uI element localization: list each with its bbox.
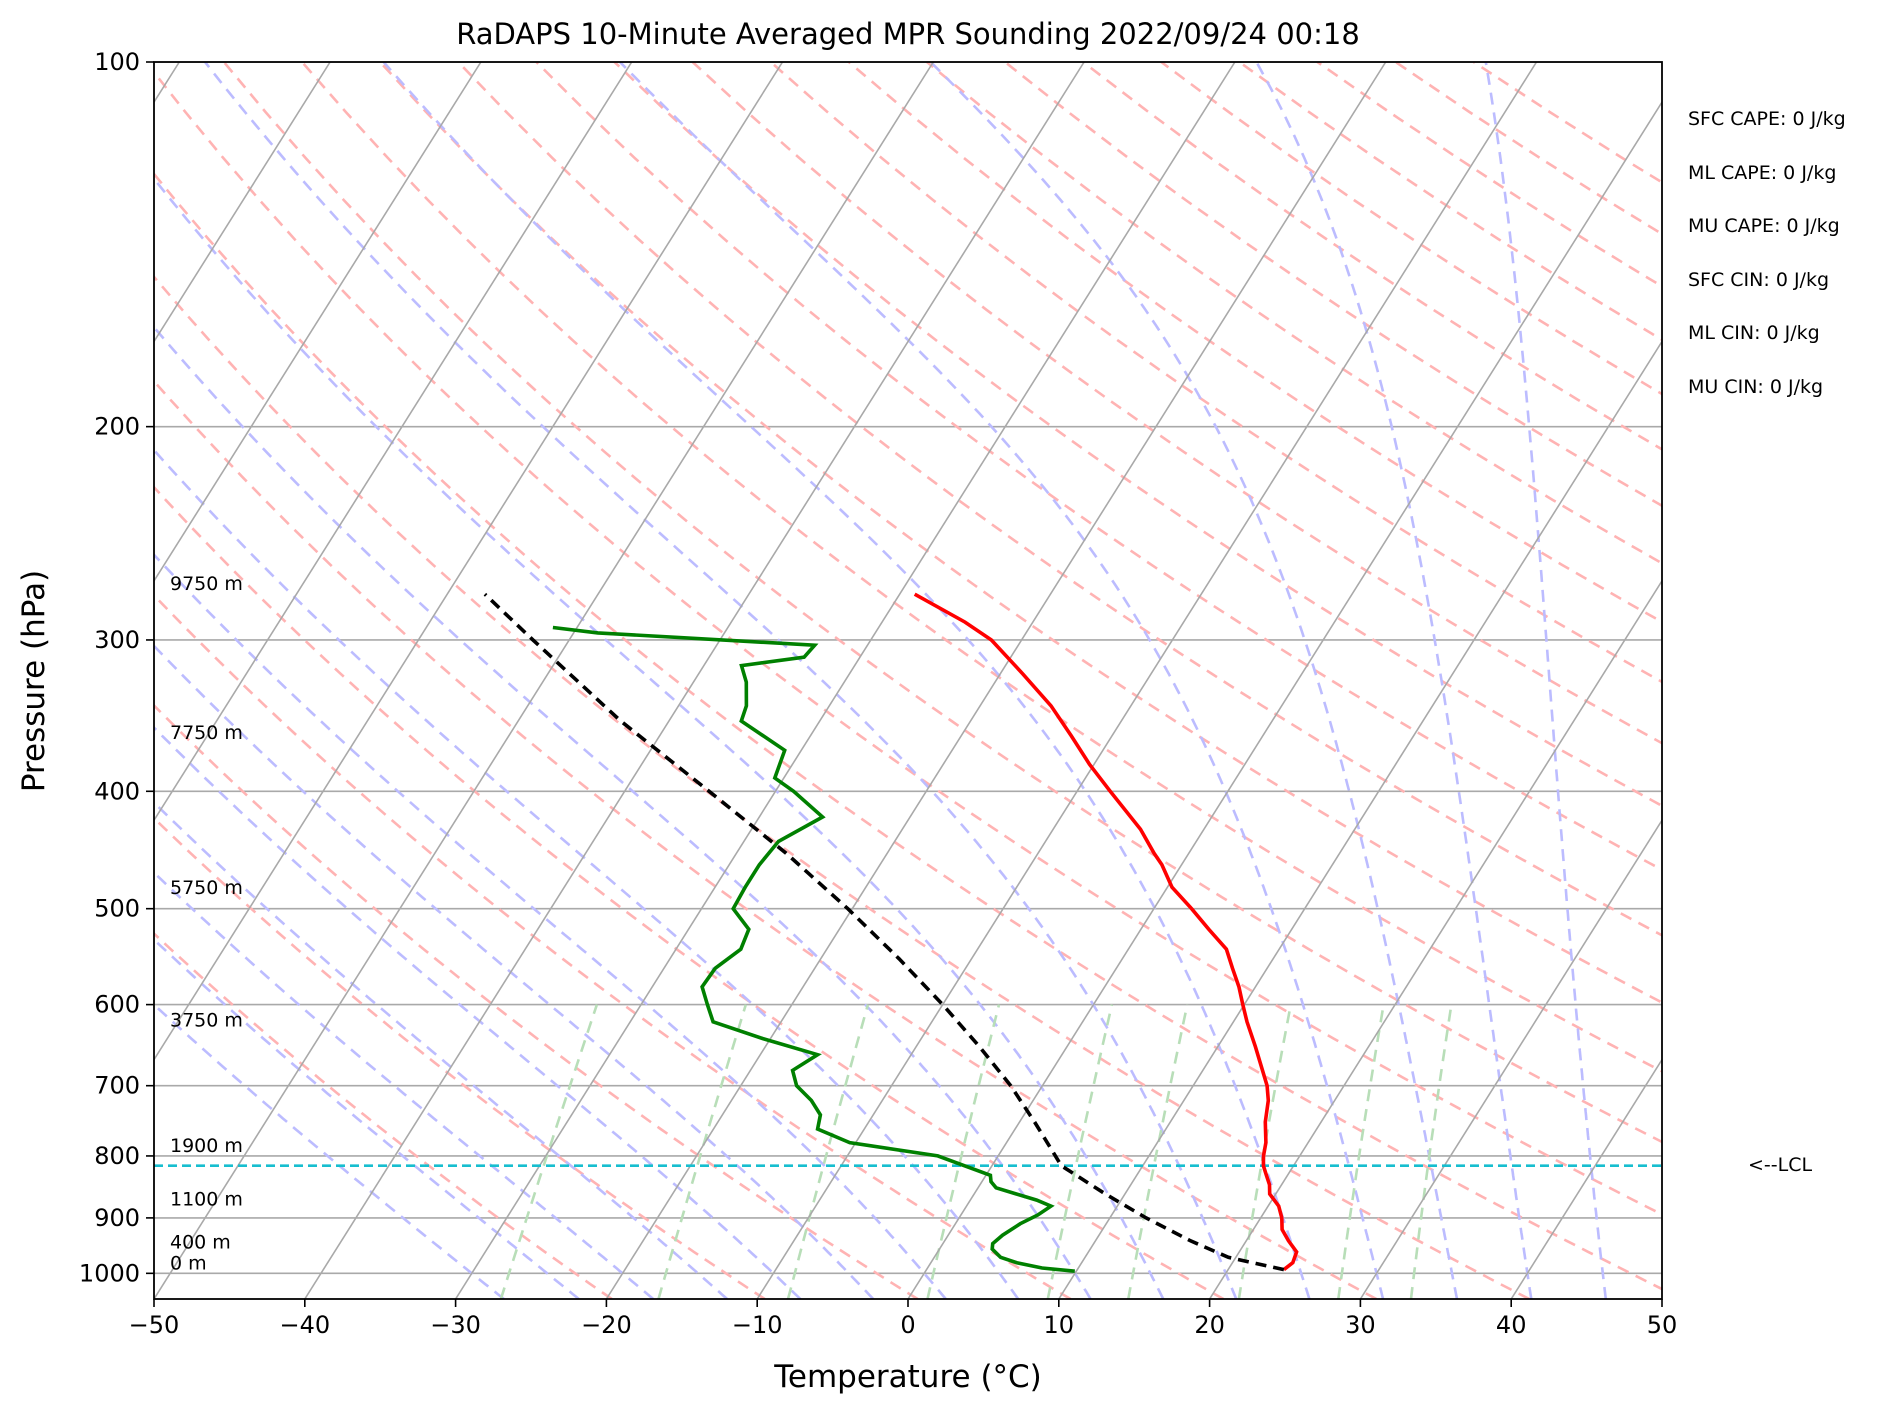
height-label: 7750 m bbox=[170, 722, 243, 744]
sfc-cape-label: SFC CAPE: 0 J/kg bbox=[1688, 108, 1846, 162]
x-tick-label: 0 bbox=[900, 1311, 915, 1339]
sfc-cin-label: SFC CIN: 0 J/kg bbox=[1688, 269, 1846, 323]
isotherm-line bbox=[0, 62, 481, 1299]
x-tick-label: 10 bbox=[1044, 1311, 1075, 1339]
y-tick-label: 800 bbox=[94, 1142, 140, 1170]
height-label: 5750 m bbox=[170, 877, 243, 899]
mixing-ratio-line bbox=[928, 1005, 1000, 1299]
y-tick-label: 600 bbox=[94, 991, 140, 1019]
isotherm-line bbox=[0, 62, 632, 1299]
mixing-ratio-line bbox=[659, 1005, 746, 1299]
mu-cape-label: MU CAPE: 0 J/kg bbox=[1688, 215, 1846, 269]
chart-title: RaDAPS 10-Minute Averaged MPR Sounding 2… bbox=[456, 17, 1360, 51]
stability-indices: SFC CAPE: 0 J/kg ML CAPE: 0 J/kg MU CAPE… bbox=[1688, 108, 1846, 429]
x-tick-label: 40 bbox=[1496, 1311, 1527, 1339]
ml-cin-label: ML CIN: 0 J/kg bbox=[1688, 322, 1846, 376]
y-tick-label: 400 bbox=[94, 777, 140, 805]
x-tick-label: −50 bbox=[129, 1311, 180, 1339]
isotherm-line bbox=[908, 62, 1687, 1299]
dry-adiabat bbox=[224, 62, 1882, 1299]
x-tick-label: −40 bbox=[279, 1311, 330, 1339]
x-tick-label: 50 bbox=[1647, 1311, 1678, 1339]
y-tick-label: 900 bbox=[94, 1204, 140, 1232]
isotherm-line bbox=[3, 62, 782, 1299]
dry-adiabat bbox=[0, 62, 612, 1299]
dry-adiabat bbox=[0, 62, 1223, 1299]
dry-adiabat bbox=[302, 62, 1882, 1299]
moist-adiabat bbox=[384, 62, 1310, 1299]
dry-adiabat bbox=[380, 62, 1882, 1299]
dry-adiabat bbox=[536, 62, 1882, 1299]
x-tick-label: −10 bbox=[732, 1311, 783, 1339]
y-tick-label: 100 bbox=[94, 48, 140, 76]
moist-adiabat bbox=[0, 62, 873, 1299]
dry-adiabat bbox=[0, 62, 1529, 1299]
height-label: 0 m bbox=[170, 1252, 207, 1274]
isotherm-line bbox=[606, 62, 1385, 1299]
isotherm-line bbox=[305, 62, 1084, 1299]
x-axis-label: Temperature (°C) bbox=[773, 1359, 1042, 1395]
height-label: 1900 m bbox=[170, 1135, 243, 1157]
y-tick-label: 700 bbox=[94, 1072, 140, 1100]
isotherm-line bbox=[154, 62, 933, 1299]
x-tick-label: −20 bbox=[581, 1311, 632, 1339]
ml-cape-label: ML CAPE: 0 J/kg bbox=[1688, 162, 1846, 216]
dry-adiabat bbox=[458, 62, 1882, 1299]
lcl-label: <--LCL bbox=[1748, 1154, 1812, 1176]
mixing-ratio-line bbox=[1048, 1005, 1112, 1299]
moist-adiabat bbox=[0, 62, 946, 1299]
dewpoint-profile bbox=[553, 628, 1075, 1272]
dry-adiabat bbox=[0, 62, 1376, 1299]
parcel-profile bbox=[485, 594, 1284, 1269]
moist-adiabat bbox=[67, 62, 1164, 1299]
x-tick-label: 20 bbox=[1194, 1311, 1225, 1339]
moist-adiabat bbox=[0, 62, 579, 1299]
x-tick-label: −30 bbox=[430, 1311, 481, 1339]
moist-adiabat bbox=[0, 62, 1091, 1299]
mu-cin-label: MU CIN: 0 J/kg bbox=[1688, 376, 1846, 430]
height-label: 1100 m bbox=[170, 1189, 243, 1211]
moist-adiabat bbox=[0, 62, 653, 1299]
y-axis-label: Pressure (hPa) bbox=[16, 570, 52, 792]
dry-adiabat bbox=[0, 62, 1071, 1299]
mixing-ratio-line bbox=[1128, 1005, 1187, 1299]
y-tick-label: 1000 bbox=[79, 1259, 140, 1287]
height-label: 400 m bbox=[170, 1231, 231, 1253]
y-tick-label: 500 bbox=[94, 895, 140, 923]
mixing-ratio-line bbox=[1338, 1005, 1383, 1299]
height-label: 9750 m bbox=[170, 573, 243, 595]
x-tick-label: 30 bbox=[1345, 1311, 1376, 1339]
moist-adiabat bbox=[0, 62, 800, 1299]
y-tick-label: 300 bbox=[94, 626, 140, 654]
isotherm-line bbox=[456, 62, 1235, 1299]
height-label: 3750 m bbox=[170, 1009, 243, 1031]
mixing-ratio-line bbox=[1411, 1005, 1451, 1299]
dry-adiabat bbox=[146, 62, 1835, 1299]
y-tick-label: 200 bbox=[94, 413, 140, 441]
